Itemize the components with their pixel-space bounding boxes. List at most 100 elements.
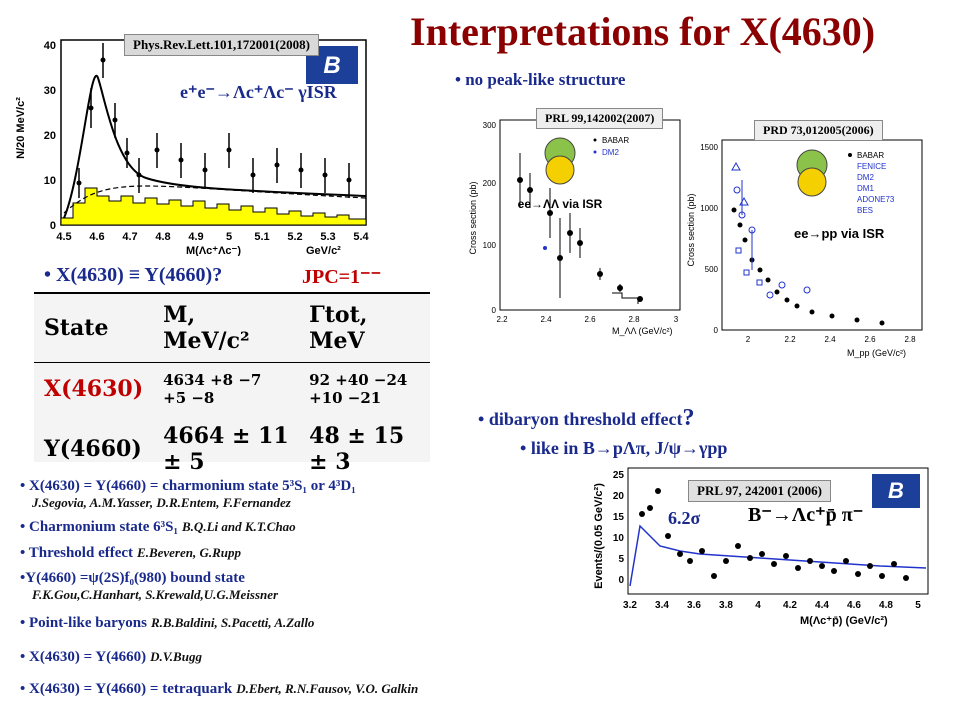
- svg-text:4.8: 4.8: [879, 600, 893, 611]
- x-axis-label: M(Λc⁺p̄) (GeV/c²): [800, 615, 888, 627]
- dibaryon-text: dibaryon threshold effect: [488, 409, 683, 429]
- x-equals-y-text: X(4630) ≡ Y(4660)?: [56, 264, 223, 286]
- svg-text:3.8: 3.8: [719, 600, 733, 611]
- x-tick: 5: [226, 231, 232, 243]
- svg-text:4.4: 4.4: [815, 600, 829, 611]
- svg-text:200: 200: [483, 179, 497, 188]
- svg-text:0: 0: [714, 326, 719, 335]
- svg-text:25: 25: [613, 470, 625, 481]
- svg-text:BABAR: BABAR: [857, 151, 884, 160]
- table-row-width: 48 ± 15 ± 3: [309, 423, 405, 475]
- interpretation-list: • X(4630) = Y(4660) = charmonium state 5…: [20, 478, 580, 706]
- svg-text:2.8: 2.8: [628, 315, 640, 324]
- svg-text:4.2: 4.2: [783, 600, 797, 611]
- svg-text:500: 500: [705, 265, 719, 274]
- svg-text:100: 100: [483, 241, 497, 250]
- reaction-label: ee→ΛΛ via ISR: [518, 197, 603, 211]
- citation-babar-1: PRL 99,142002(2007): [536, 108, 664, 129]
- svg-text:2.4: 2.4: [824, 335, 836, 344]
- svg-text:2.6: 2.6: [584, 315, 596, 324]
- svg-text:ADONE73: ADONE73: [857, 195, 895, 204]
- y-axis-label: Cross section (pb): [686, 193, 696, 266]
- x-tick: 5.4: [353, 231, 369, 243]
- list-item: • Point-like baryons R.B.Baldini, S.Pace…: [20, 615, 315, 631]
- list-item: • X(4630) = Y(4660) D.V.Bugg: [20, 649, 202, 665]
- svg-text:2.6: 2.6: [864, 335, 876, 344]
- y-tick: 20: [44, 130, 56, 142]
- svg-text:15: 15: [613, 512, 625, 523]
- table-row-width: 92 +40 −24 +10 −21: [309, 371, 408, 407]
- svg-text:4.6: 4.6: [847, 600, 861, 611]
- list-item: • X(4630) = Y(4660) = charmonium state 5…: [20, 478, 356, 510]
- babar-lambda-plot: 0 100 200 300 2.2 2.4 2.6 2.8 3 M_ΛΛ (GeV/c²) C…: [462, 108, 684, 338]
- svg-text:3.4: 3.4: [655, 600, 669, 611]
- table-row-state: Y(4660): [44, 436, 142, 462]
- reaction-label: ee→pp via ISR: [794, 226, 885, 241]
- no-peak-bullet: • no peak-like structure: [455, 70, 626, 89]
- x-tick: 5.3: [320, 231, 335, 243]
- svg-text:2.8: 2.8: [904, 335, 916, 344]
- jpc-label: JPC=1⁻⁻: [302, 266, 382, 288]
- like-in-text: like in B→pΛπ, J/ψ→γpp: [530, 438, 728, 458]
- svg-text:5: 5: [915, 600, 921, 611]
- y-axis-label: N/20 MeV/c²: [15, 97, 27, 159]
- y-tick: 30: [44, 85, 56, 97]
- header-state: State: [44, 315, 109, 341]
- svg-text:20: 20: [613, 491, 625, 502]
- svg-text:3.6: 3.6: [687, 600, 701, 611]
- babar-proton-svg: 0 500 1000 1500 2 2.2 2.4 2.6 2.8 M_pp (GeV/c²)…: [686, 139, 923, 358]
- no-peak-text: no peak-like structure: [465, 70, 626, 89]
- svg-text:1500: 1500: [700, 143, 718, 152]
- y-axis-label: Cross section (pb): [468, 181, 478, 254]
- slide-title: Interpretations for X(4630): [410, 9, 876, 54]
- x-tick: 4.7: [122, 231, 137, 243]
- x-tick: 5.1: [254, 231, 269, 243]
- x-axis-label: M_pp (GeV/c²): [847, 348, 906, 358]
- svg-text:BABAR: BABAR: [602, 136, 629, 145]
- list-item: • Charmonium state 6³S₁ B.Q.Li and K.T.C…: [20, 519, 296, 535]
- x-tick: 4.6: [89, 231, 104, 243]
- list-item: •Y(4660) =ψ(2S)f₀(980) bound state F.K.G…: [20, 570, 279, 602]
- like-in-bullet: • like in B→pΛπ, J/ψ→γpp: [520, 438, 728, 458]
- svg-text:4: 4: [755, 600, 761, 611]
- list-item: • Threshold effect E.Beveren, G.Rupp: [20, 545, 242, 561]
- x-tick: 4.8: [155, 231, 170, 243]
- x-axis-label: M(Λc⁺Λc⁻): [186, 245, 241, 256]
- significance-label: 6.2σ: [668, 508, 701, 528]
- citation-babar-2: PRD 73,012005(2006): [754, 120, 883, 141]
- svg-text:DM1: DM1: [857, 184, 874, 193]
- svg-text:FENICE: FENICE: [857, 162, 886, 171]
- svg-text:2: 2: [746, 335, 751, 344]
- table-row-mass: 4664 ± 11 ± 5: [163, 423, 289, 475]
- belle-lambda-c-svg: 0 10 20 30 40 4.5 4.6 4.7 4.8 4.9 5 5.1 …: [6, 18, 378, 257]
- svg-text:3: 3: [674, 315, 679, 324]
- x-tick: 4.5: [56, 231, 71, 243]
- table-row-state: X(4630): [44, 376, 144, 402]
- svg-text:300: 300: [483, 121, 497, 130]
- y-tick: 10: [44, 175, 56, 187]
- citation-belle: PRL 97, 242001 (2006): [688, 480, 831, 502]
- y-tick: 0: [50, 220, 56, 232]
- svg-text:0: 0: [618, 575, 624, 586]
- list-item: • X(4630) = Y(4660) = tetraquark D.Ebert…: [20, 681, 419, 697]
- x-axis-label: M_ΛΛ (GeV/c²): [612, 326, 673, 336]
- dibaryon-bullet: • dibaryon threshold effect?: [478, 405, 695, 431]
- state-table: State M, MeV/c² Γtot, MeV X(4630) 4634 +…: [34, 294, 430, 483]
- belle-reaction: B⁻→Λc⁺p̄ π⁻: [748, 504, 864, 526]
- belle-logo: B: [323, 52, 340, 79]
- y-axis-label: Events/(0.05 GeV/c²): [593, 483, 605, 589]
- svg-text:2.4: 2.4: [540, 315, 552, 324]
- svg-text:DM2: DM2: [857, 173, 874, 182]
- mass-width-table: State M, MeV/c² Γtot, MeV X(4630) 4634 +…: [34, 292, 430, 475]
- x-tick: 4.9: [188, 231, 203, 243]
- svg-text:1000: 1000: [700, 204, 718, 213]
- x-equals-y-bullet: • X(4630) ≡ Y(4660)?: [44, 264, 223, 286]
- reaction-label: e⁺e⁻→Λc⁺Λc⁻ γISR: [180, 82, 337, 102]
- svg-text:5: 5: [618, 554, 624, 565]
- table-row-mass: 4634 +8 −7 +5 −8: [163, 371, 262, 407]
- belle-b-decay-plot: 0 5 10 15 20 25 3.2 3.4 3.6 3.8 4 4.2 4.4 4.6 4…: [590, 466, 930, 628]
- belle-lambda-c-plot: 0 10 20 30 40 4.5 4.6 4.7 4.8 4.9 5 5.1 …: [6, 18, 378, 257]
- x-tick: 5.2: [287, 231, 302, 243]
- babar-lambda-svg: 0 100 200 300 2.2 2.4 2.6 2.8 3 M_ΛΛ (GeV/c²) C…: [468, 119, 681, 336]
- svg-text:BES: BES: [857, 206, 873, 215]
